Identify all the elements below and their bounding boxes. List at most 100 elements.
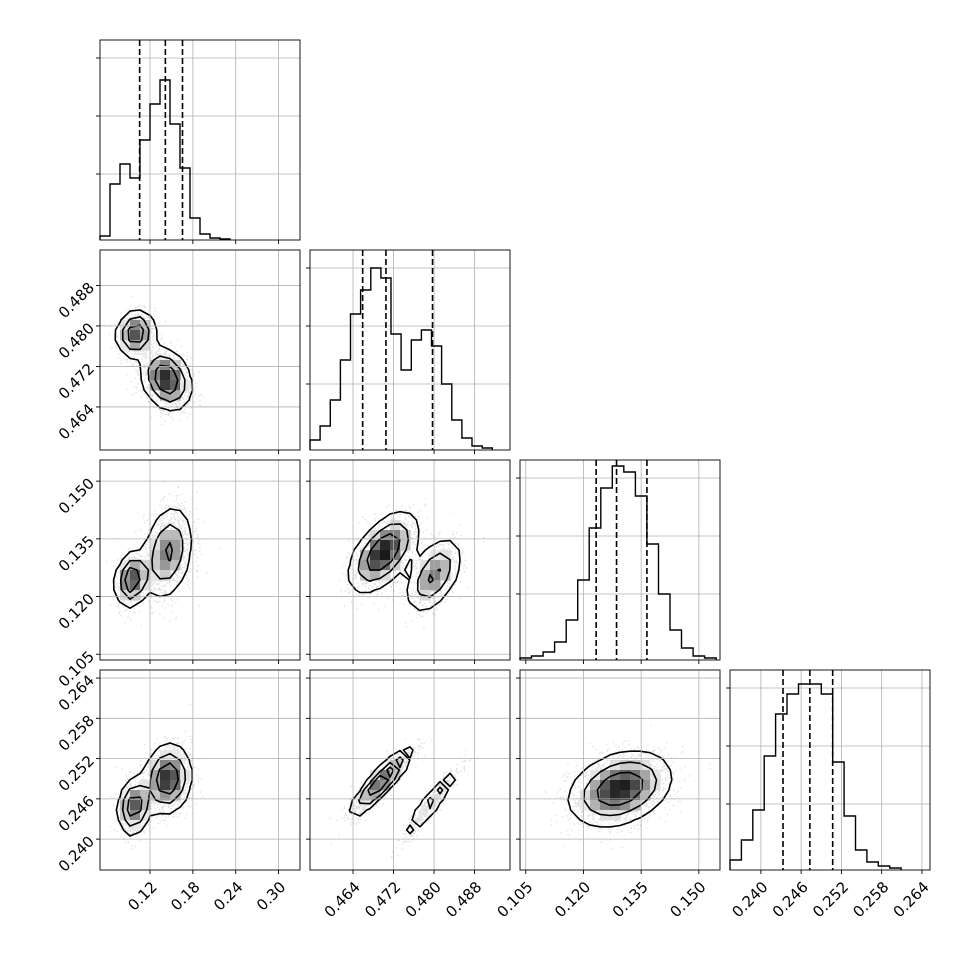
density-cell (140, 810, 151, 821)
x-tick-label: 0.488 (442, 878, 485, 921)
density-cell (130, 570, 141, 581)
density-cell (150, 380, 161, 391)
density-cell (360, 570, 371, 581)
contour-line (348, 746, 457, 835)
contour-line (115, 742, 194, 837)
density-cell (170, 530, 181, 541)
density-cell (590, 790, 601, 801)
y-tick-label: 0.246 (55, 792, 98, 835)
density-cell (380, 550, 391, 561)
density-cell (120, 580, 131, 591)
density-cell (370, 790, 381, 801)
density-cell (160, 560, 171, 571)
y-tick-label: 0.135 (55, 532, 98, 575)
density-cell (630, 780, 641, 791)
density-cell (150, 560, 161, 571)
density-cell (150, 550, 161, 561)
density-cell (620, 790, 631, 801)
density-cell (590, 780, 601, 791)
axes-frame (729, 669, 931, 871)
panel-content (109, 704, 204, 850)
density-cell (160, 570, 171, 581)
density-cell (130, 340, 141, 351)
density-cell (390, 770, 401, 781)
density-cell (140, 570, 151, 581)
density-cell (430, 580, 441, 591)
density-cell (160, 530, 171, 541)
density-cell (370, 770, 381, 781)
density-cell (120, 800, 131, 811)
y-tick-label: 0.240 (55, 832, 98, 875)
density-cell (580, 790, 591, 801)
histogram-panel-2 (516, 459, 721, 664)
density-cell (140, 320, 151, 331)
scatter-points (329, 738, 478, 858)
x-tick-label: 0.30 (253, 878, 289, 914)
density-cell (150, 770, 161, 781)
x-tick-label: 0.120 (551, 878, 594, 921)
density-cell (430, 560, 441, 571)
panel-content (544, 725, 711, 850)
density-cell (640, 780, 651, 791)
density-cell (390, 540, 401, 551)
panel-content (329, 738, 478, 858)
density-cell (400, 530, 411, 541)
y-tick-label: 0.120 (55, 590, 98, 633)
histogram-panel-1 (306, 249, 511, 454)
density-cell (150, 780, 161, 791)
density-cell (390, 520, 401, 531)
density-cell (380, 780, 391, 791)
x-tick-label: 0.18 (167, 878, 203, 914)
contour-line (567, 750, 673, 828)
y-tick-label: 0.150 (55, 474, 98, 517)
contour-line (121, 316, 186, 403)
density-cell (170, 540, 181, 551)
contour-line (121, 752, 187, 827)
y-tick-label: 0.252 (55, 752, 98, 795)
density-cell (360, 560, 371, 571)
density-cell (160, 770, 171, 781)
contour-line (114, 309, 194, 412)
density-cell (440, 560, 451, 571)
panel-2-1 (306, 459, 511, 664)
density-cell (370, 570, 381, 581)
density-cell (370, 550, 381, 561)
density-cell (170, 390, 181, 401)
density-cell (130, 800, 141, 811)
x-tick-label: 0.12 (124, 878, 160, 914)
contour-line (367, 766, 395, 796)
density-cell (370, 560, 381, 571)
x-tick-label: 0.252 (809, 878, 852, 921)
contour-line (357, 523, 451, 598)
x-tick-label: 0.472 (361, 878, 404, 921)
histogram-step (309, 267, 493, 450)
axes-frame (309, 459, 511, 661)
x-tick-label: 0.480 (402, 878, 445, 921)
y-tick-label: 0.258 (55, 712, 98, 755)
density-cell (380, 540, 391, 551)
density-cell (170, 380, 181, 391)
density-cell (630, 800, 641, 811)
axes-frame (309, 669, 511, 871)
density-cell (640, 770, 651, 781)
density-cell (160, 540, 171, 551)
density-cell (380, 770, 391, 781)
density-cell (170, 360, 181, 371)
density-cell (120, 810, 131, 821)
panel-content (338, 498, 485, 629)
density-cell (140, 790, 151, 801)
density-cell (390, 530, 401, 541)
density-cell (160, 370, 171, 381)
density-cell (160, 390, 171, 401)
x-tick-label: 0.258 (849, 878, 892, 921)
density-cell (600, 770, 611, 781)
density-cell (130, 820, 141, 831)
axes-frame (519, 669, 721, 871)
density-cell (630, 790, 641, 801)
contour-line (124, 541, 173, 594)
density-cell (620, 770, 631, 781)
density-cell (370, 780, 381, 791)
density-cell (150, 570, 161, 581)
